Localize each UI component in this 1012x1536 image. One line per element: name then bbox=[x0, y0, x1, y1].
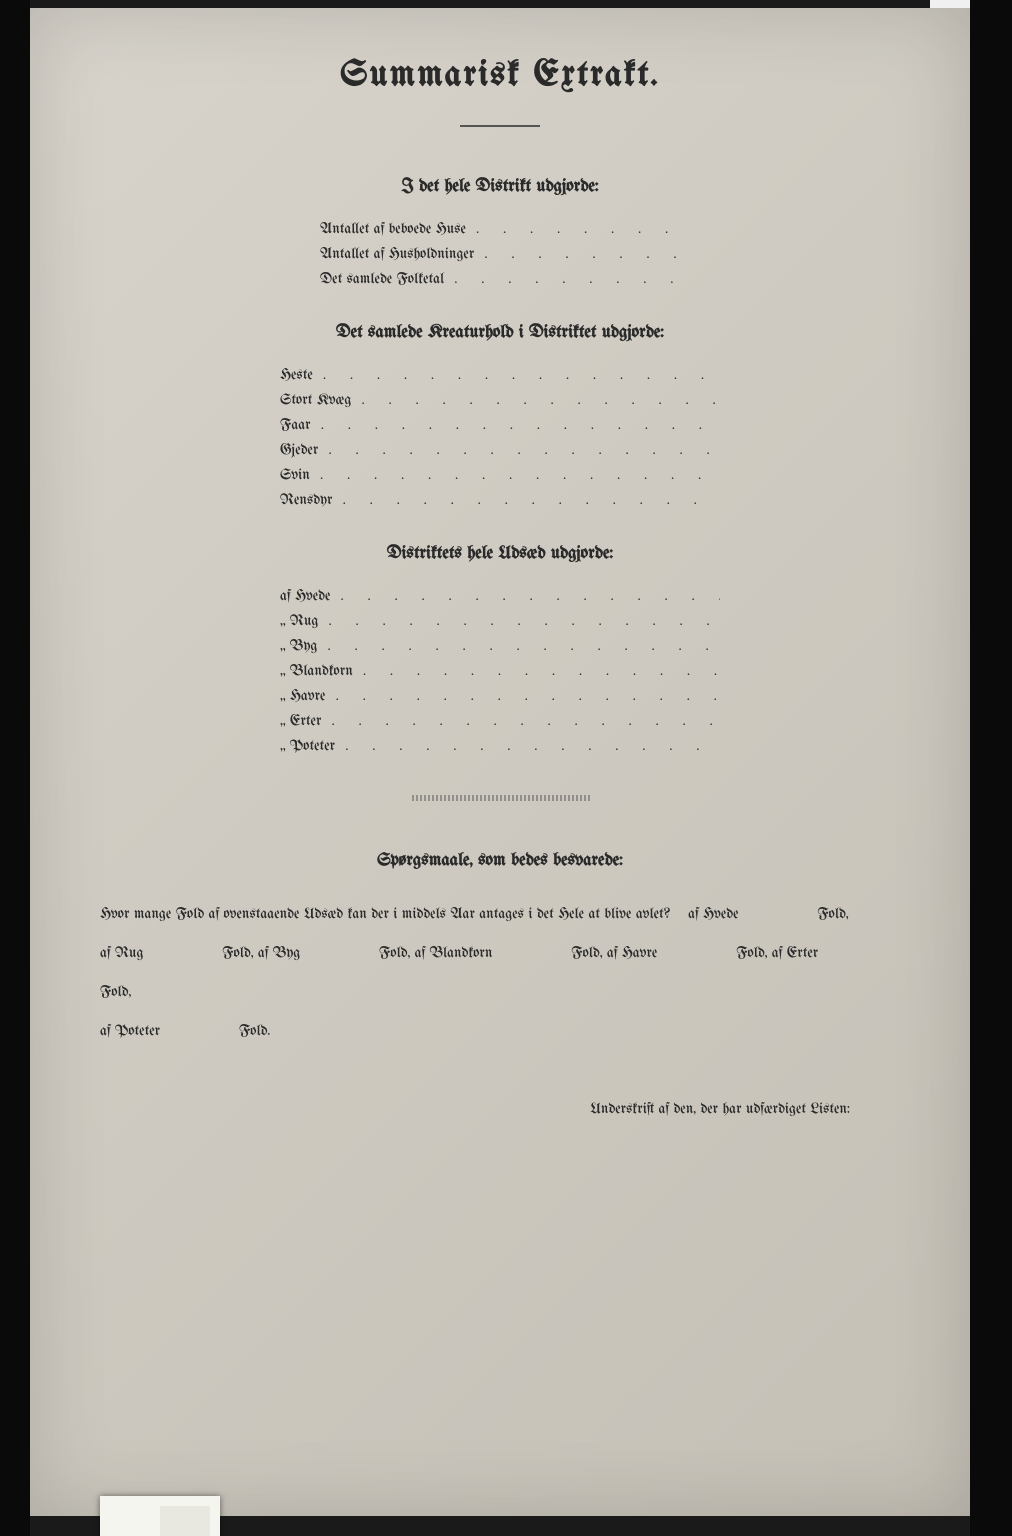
dot-leader: . . . . . . . . . . . . . . . . . . bbox=[331, 714, 720, 730]
question-text: af Poteter bbox=[100, 1023, 160, 1039]
title-rule bbox=[460, 125, 540, 127]
list-item: „ Erter . . . . . . . . . . . . . . . . … bbox=[280, 713, 720, 730]
dot-leader: . . . . . . . . . . . . . . . . . . bbox=[335, 689, 720, 705]
item-label: Antallet af beboede Huse bbox=[320, 221, 466, 237]
dot-leader: . . . . . . . . . . . . . . . . . bbox=[361, 393, 720, 409]
question-text: af Rug bbox=[100, 945, 143, 961]
item-label: „ Byg bbox=[280, 638, 317, 654]
item-label: Stort Kvæg bbox=[280, 392, 351, 408]
item-label: Faar bbox=[280, 417, 311, 433]
list-item: Stort Kvæg . . . . . . . . . . . . . . .… bbox=[280, 392, 720, 409]
section2-heading: Det samlede Kreaturhold i Distriktet udg… bbox=[90, 323, 910, 342]
list-item: Faar . . . . . . . . . . . . . . . . . bbox=[280, 417, 720, 434]
question-text: Fold, af Blandkorn bbox=[379, 945, 492, 961]
list-item: Det samlede Folketal . . . . . . . . . .… bbox=[320, 271, 680, 288]
item-label: Heste bbox=[280, 367, 313, 383]
document-page: Summarisk Extrakt. I det hele Distrikt u… bbox=[30, 8, 970, 1516]
list-item: Svin . . . . . . . . . . . . . . . . . bbox=[280, 467, 720, 484]
question-text: Fold, af Erter bbox=[736, 945, 818, 961]
questions-heading: Spørgsmaale, som bedes besvarede: bbox=[90, 851, 910, 870]
dot-leader: . . . . . . . . . . . . . . . . . . bbox=[363, 664, 720, 680]
item-label: „ Erter bbox=[280, 713, 321, 729]
item-label: af Hvede bbox=[280, 588, 330, 604]
dot-leader: . . . . . . . . . . . . . . . . . . bbox=[327, 639, 720, 655]
list-item: „ Poteter . . . . . . . . . . . . . . . … bbox=[280, 738, 720, 755]
list-item: „ Havre . . . . . . . . . . . . . . . . … bbox=[280, 688, 720, 705]
question-text: Fold, af Byg bbox=[222, 945, 300, 961]
dot-leader: . . . . . . . . . . . . . . . . . bbox=[328, 443, 720, 459]
fold-label: Fold, bbox=[100, 984, 131, 1000]
dot-leader: . . . . . . . . . . . . . . . . . . bbox=[328, 614, 720, 630]
list-item: Heste . . . . . . . . . . . . . . . . . bbox=[280, 367, 720, 384]
question-text: Fold, af Havre bbox=[571, 945, 657, 961]
item-label: „ Poteter bbox=[280, 738, 335, 754]
section2-block: Heste . . . . . . . . . . . . . . . . . … bbox=[280, 367, 720, 509]
list-item: Gjeder . . . . . . . . . . . . . . . . . bbox=[280, 442, 720, 459]
dot-leader: . . . . . . . . . . . . . . . . . . bbox=[345, 739, 720, 755]
question-text: af Hvede bbox=[688, 906, 738, 922]
book-spine-left bbox=[0, 0, 30, 1536]
list-item: Rensdyr . . . . . . . . . . . . . . . . … bbox=[280, 492, 720, 509]
dot-leader: . . . . . . . . . . . bbox=[476, 222, 680, 238]
section1-heading: I det hele Distrikt udgjorde: bbox=[90, 177, 910, 196]
item-label: Svin bbox=[280, 467, 310, 483]
list-item: „ Rug . . . . . . . . . . . . . . . . . … bbox=[280, 613, 720, 630]
item-label: „ Rug bbox=[280, 613, 318, 629]
list-item: Antallet af Husholdninger . . . . . . . … bbox=[320, 246, 680, 263]
item-label: Gjeder bbox=[280, 442, 318, 458]
item-label: Antallet af Husholdninger bbox=[320, 246, 474, 262]
book-spine-right bbox=[970, 0, 1012, 1536]
list-item: „ Byg . . . . . . . . . . . . . . . . . … bbox=[280, 638, 720, 655]
questions-body: Hvor mange Fold af ovenstaaende Udsæd ka… bbox=[100, 895, 900, 1051]
dot-leader: . . . . . . . . . . . bbox=[484, 247, 680, 263]
fold-label: Fold. bbox=[239, 1023, 270, 1039]
dot-leader: . . . . . . . . . . . bbox=[454, 272, 680, 288]
dot-leader: . . . . . . . . . . . . . . . . . . bbox=[340, 589, 720, 605]
wavy-divider bbox=[410, 795, 590, 801]
section3-heading: Distriktets hele Udsæd udgjorde: bbox=[90, 544, 910, 563]
fold-label: Fold, bbox=[817, 906, 848, 922]
list-item: Antallet af beboede Huse . . . . . . . .… bbox=[320, 221, 680, 238]
dot-leader: . . . . . . . . . . . . . . . . . bbox=[323, 368, 720, 384]
list-item: „ Blandkorn . . . . . . . . . . . . . . … bbox=[280, 663, 720, 680]
signature-line: Underskrift af den, der har udfærdiget L… bbox=[90, 1101, 850, 1117]
item-label: Rensdyr bbox=[280, 492, 332, 508]
section1-block: Antallet af beboede Huse . . . . . . . .… bbox=[320, 221, 680, 288]
item-label: „ Blandkorn bbox=[280, 663, 353, 679]
page-tab bbox=[160, 1506, 210, 1536]
item-label: „ Havre bbox=[280, 688, 325, 704]
section3-block: af Hvede . . . . . . . . . . . . . . . .… bbox=[280, 588, 720, 755]
dot-leader: . . . . . . . . . . . . . . . . . bbox=[321, 418, 720, 434]
page-title: Summarisk Extrakt. bbox=[90, 58, 910, 95]
dot-leader: . . . . . . . . . . . . . . . . . bbox=[320, 468, 720, 484]
list-item: af Hvede . . . . . . . . . . . . . . . .… bbox=[280, 588, 720, 605]
item-label: Det samlede Folketal bbox=[320, 271, 444, 287]
question-text: Hvor mange Fold af ovenstaaende Udsæd ka… bbox=[100, 906, 671, 922]
dot-leader: . . . . . . . . . . . . . . . . . bbox=[342, 493, 720, 509]
